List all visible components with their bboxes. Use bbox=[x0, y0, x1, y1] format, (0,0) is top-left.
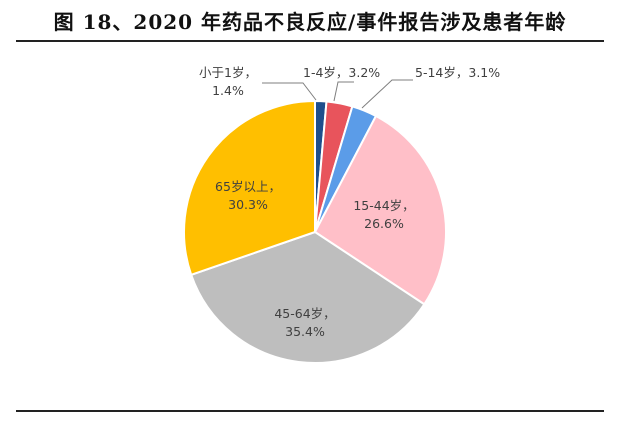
figure-title: 图 18、2020 年药品不良反应/事件报告涉及患者年龄 bbox=[53, 10, 567, 34]
pie-slices bbox=[183, 99, 447, 364]
slice-label: 小于1岁， 1.4% bbox=[199, 65, 257, 98]
leader-line bbox=[262, 82, 317, 101]
pie-slice bbox=[183, 99, 316, 277]
bottom-rule bbox=[16, 410, 604, 412]
top-rule bbox=[16, 40, 604, 42]
slice-label: 45-64岁， 35.4% bbox=[274, 306, 335, 339]
pie-slice bbox=[189, 230, 426, 364]
pie-slice bbox=[313, 114, 447, 306]
leader-line bbox=[333, 81, 354, 102]
slice-label: 65岁以上， 30.3% bbox=[215, 179, 281, 212]
leader-line bbox=[361, 79, 413, 109]
leader-lines bbox=[262, 79, 413, 109]
slice-label: 5-14岁，3.1% bbox=[415, 65, 500, 80]
slice-labels: 小于1岁， 1.4% 1-4岁，3.2% 5-14岁，3.1% 15-44岁， 26.6%… bbox=[199, 65, 500, 339]
slice-label: 1-4岁，3.2% bbox=[303, 65, 380, 80]
slice-label: 15-44岁， 26.6% bbox=[353, 198, 414, 231]
